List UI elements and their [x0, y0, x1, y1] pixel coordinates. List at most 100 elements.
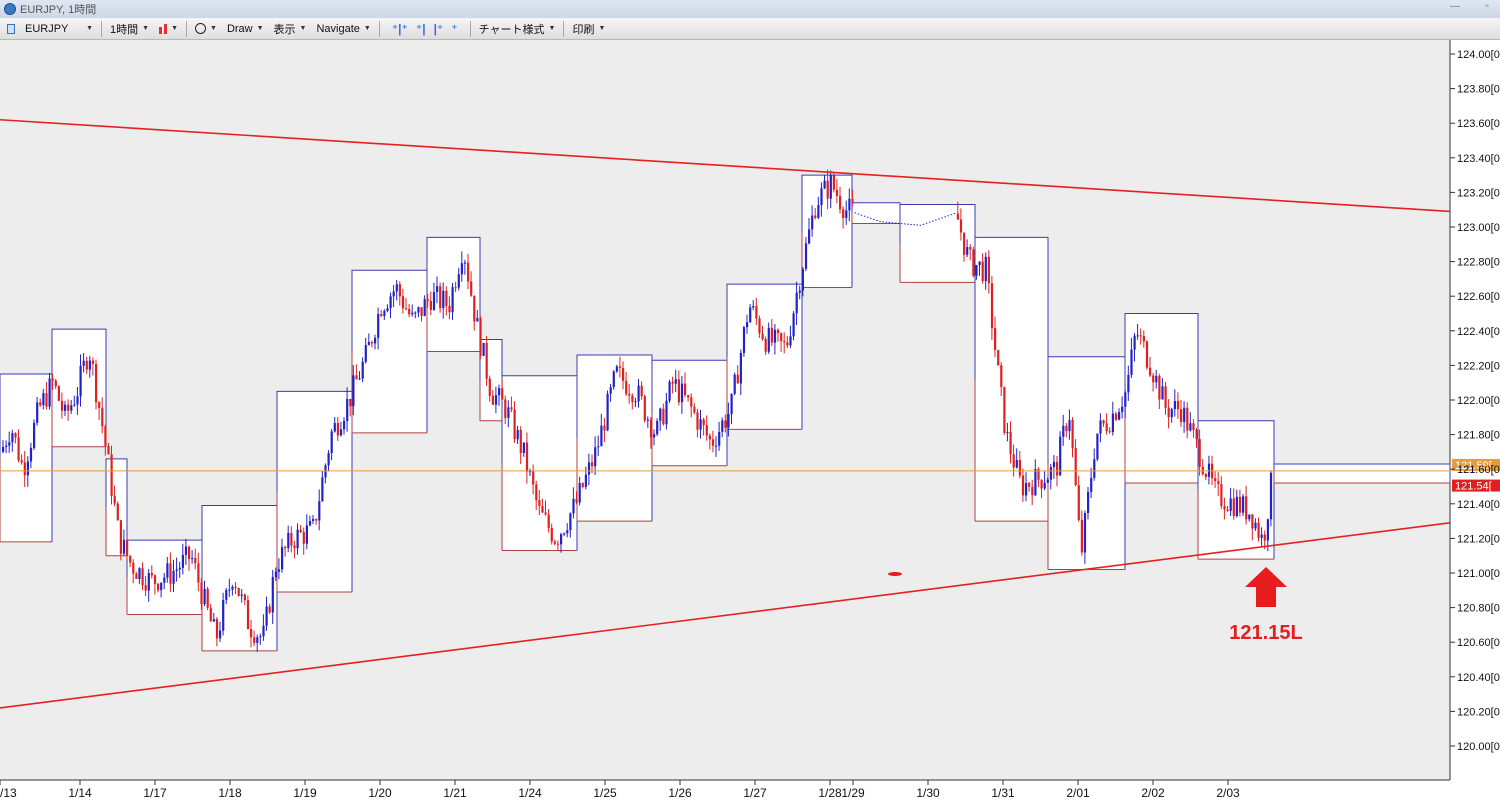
bear-candle [237, 588, 240, 596]
bull-candle [33, 422, 36, 448]
bull-candle [733, 374, 736, 394]
bull-candle [808, 229, 811, 244]
bull-candle [457, 274, 460, 288]
chevron-down-icon: ▼ [299, 25, 307, 32]
chevron-down-icon: ▼ [363, 25, 371, 32]
bear-candle [169, 563, 172, 584]
bear-candle [1257, 522, 1260, 538]
bear-candle [575, 498, 578, 503]
bull-candle [978, 261, 981, 266]
price-chart[interactable]: 121.59[121.54[ 124.00[0 123.80[0 123.60[0 1… [0, 40, 1500, 807]
bear-candle [972, 249, 975, 276]
chart-document-icon [7, 23, 15, 34]
bear-candle [206, 588, 209, 608]
session-box-fill [1198, 420, 1274, 560]
bull-candle [634, 401, 637, 403]
bear-candle [826, 180, 829, 199]
draw-menu[interactable]: Draw ▼ [222, 19, 269, 39]
crosshair-center-icon[interactable]: ⁺ [451, 21, 458, 36]
bull-candle [358, 378, 361, 380]
crosshair-left-icon[interactable]: ⁺| [415, 21, 426, 36]
crosshair-icon[interactable]: ⁺|⁺ [391, 21, 408, 36]
bull-candle [219, 630, 222, 639]
bear-candle [835, 189, 839, 197]
display-menu[interactable]: 表示 ▼ [269, 19, 312, 39]
x-tick-label: 1/25 [593, 786, 617, 800]
bull-candle [308, 521, 312, 526]
chart-canvas[interactable]: 121.59[121.54[ 124.00[0123.80[0123.60[01… [0, 40, 1500, 807]
bear-candle [649, 419, 653, 438]
session-box-fill [352, 270, 427, 433]
shape-tool-button[interactable]: ▼ [190, 19, 222, 39]
chart-type-button[interactable] [0, 19, 20, 39]
chart-toolbar: EURJPY ▼ 1時間 ▼ ▼ ▼ Draw ▼ 表示 ▼ Navigate … [0, 18, 1500, 40]
bear-candle [1238, 496, 1242, 513]
crosshair-right-icon[interactable]: |⁺ [433, 21, 444, 36]
y-tick-label: 123.40[0 [1457, 153, 1500, 165]
bear-candle [491, 395, 494, 405]
bear-candle [625, 380, 628, 394]
bull-candle [312, 519, 315, 522]
bear-candle [135, 573, 138, 579]
bull-candle [494, 395, 498, 405]
candle-flat [919, 224, 922, 226]
toolbar-divider [378, 20, 380, 37]
bear-candle [987, 256, 990, 284]
bull-candle [597, 446, 600, 448]
bear-candle [690, 397, 693, 407]
candle-style-button[interactable]: ▼ [154, 19, 183, 39]
bull-candle [829, 175, 832, 199]
bull-candle [804, 243, 808, 269]
bull-candle [352, 375, 355, 407]
chart-style-menu[interactable]: チャート様式 ▼ [474, 19, 561, 39]
candle-flat [953, 213, 956, 215]
bear-candle [842, 209, 845, 219]
bear-candle [380, 313, 383, 316]
bear-candle [1214, 478, 1217, 482]
current-price-line-group: 121.59[121.54[ [0, 458, 1500, 493]
bull-candle [578, 483, 581, 503]
bull-candle [792, 313, 795, 337]
time-axis-ticks: /13 1/14 1/17 1/18 1/19 1/20 1/21 1/24 1/25 1/26 1… [0, 780, 1240, 800]
candle-flat [913, 224, 915, 226]
bull-candle [442, 290, 445, 309]
bear-candle [141, 568, 144, 586]
bear-candle [23, 462, 26, 476]
bear-candle [14, 433, 17, 438]
price-axis[interactable] [1450, 40, 1500, 807]
navigate-menu[interactable]: Navigate ▼ [311, 19, 375, 39]
bull-candle [262, 625, 265, 637]
bear-candle [1040, 479, 1043, 489]
timeframe-select[interactable]: 1時間 ▼ [105, 19, 154, 39]
bear-candle [519, 429, 522, 453]
candle-flat [935, 219, 937, 221]
bull-candle [476, 317, 479, 322]
bear-candle [470, 281, 473, 296]
annotation-label: 121.15L [1229, 622, 1302, 644]
bear-candle [194, 557, 197, 564]
bull-candle [1121, 406, 1124, 413]
bull-candle [801, 268, 804, 291]
bear-candle [113, 496, 116, 504]
bear-candle [150, 573, 153, 576]
bull-candle [668, 381, 671, 401]
bear-candle [693, 406, 696, 413]
symbol-select[interactable]: EURJPY ▼ [20, 19, 98, 39]
bear-candle [268, 606, 271, 613]
y-tick-label: 122.40[0 [1457, 326, 1500, 338]
bull-candle [507, 407, 510, 418]
bull-candle [1189, 423, 1192, 431]
bull-candle [73, 404, 76, 406]
bull-candle [730, 393, 733, 414]
bear-candle [488, 378, 491, 396]
bear-candle [54, 380, 57, 387]
bear-candle [336, 423, 339, 436]
symbol-value: EURJPY [25, 22, 69, 35]
minimize-icon[interactable]: — [1450, 1, 1460, 12]
bear-candle [618, 366, 622, 368]
bear-candle [51, 378, 54, 381]
time-axis[interactable] [0, 780, 1450, 807]
bull-candle [389, 296, 392, 309]
print-menu[interactable]: 印刷 ▼ [567, 19, 610, 39]
maximize-icon[interactable]: ▫ [1485, 1, 1489, 12]
